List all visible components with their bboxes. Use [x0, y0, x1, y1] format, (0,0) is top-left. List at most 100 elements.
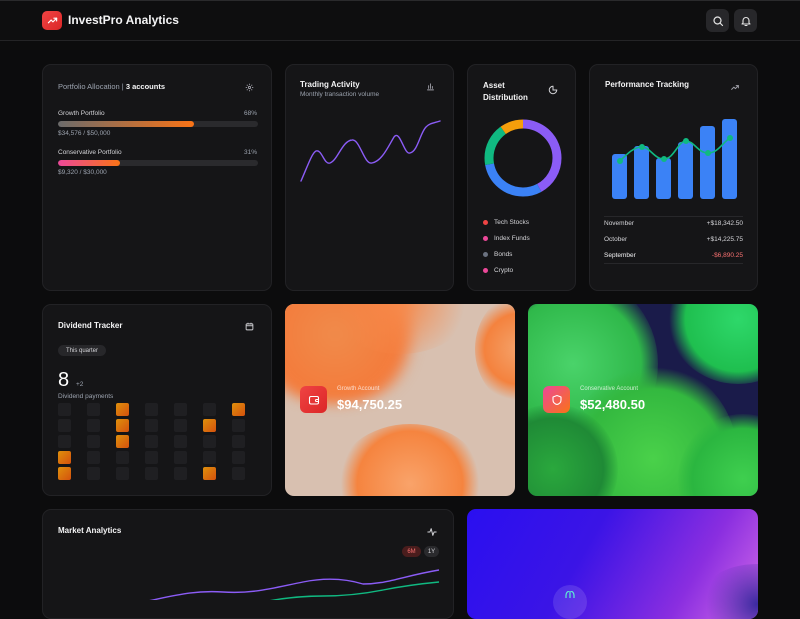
asset-donut-chart [484, 119, 562, 197]
growth-portfolio-progress [58, 121, 258, 127]
dividend-cell [232, 403, 245, 416]
performance-bar-chart [612, 119, 737, 199]
dividend-delta: +2 [76, 381, 84, 388]
activity-icon[interactable] [427, 527, 437, 537]
market-analytics-title: Market Analytics [58, 526, 122, 535]
dividend-cell [58, 419, 71, 432]
performance-row: November +$18,342.50 [604, 220, 743, 227]
portfolio-allocation-title: Portfolio Allocation | 3 accounts [58, 82, 166, 91]
dividend-cell [232, 435, 245, 448]
dividend-cell [116, 403, 129, 416]
performance-tracking-card: Performance Tracking November +$18,342.50… [589, 64, 758, 291]
crypto-icon [565, 591, 575, 598]
dividend-cell [232, 451, 245, 464]
dividend-cell [232, 419, 245, 432]
dividend-cell [116, 435, 129, 448]
dividend-cell [58, 403, 71, 416]
trading-activity-line-chart [300, 120, 441, 182]
growth-portfolio-value: $34,576 / $50,000 [58, 130, 111, 137]
conservative-account-amount: $52,480.50 [580, 397, 646, 412]
blob [335, 424, 485, 496]
legend-item: Crypto [483, 267, 513, 274]
conservative-portfolio-progress-fill [58, 160, 120, 166]
search-button[interactable] [706, 9, 729, 32]
dividend-payments-label: Dividend payments [58, 393, 114, 400]
asset-distribution-title: Asset Distribution [483, 81, 528, 102]
crypto-icon-badge [553, 585, 587, 619]
legend-item: Tech Stocks [483, 219, 529, 226]
app-title: InvestPro Analytics [68, 13, 179, 27]
dividend-cell [232, 467, 245, 480]
conservative-portfolio-percent: 31% [243, 149, 257, 156]
conservative-portfolio-progress [58, 160, 258, 166]
dividend-cell [87, 467, 100, 480]
top-bar: InvestPro Analytics [0, 0, 800, 41]
wallet-icon-badge [300, 386, 327, 413]
dividend-cell [116, 451, 129, 464]
dividend-cell [203, 419, 216, 432]
dividend-tracker-title: Dividend Tracker [58, 321, 123, 330]
market-analytics-card: Market Analytics 6M 1Y [42, 509, 454, 619]
promo-gradient-card[interactable] [467, 509, 758, 619]
shield-icon-badge [543, 386, 570, 413]
conservative-portfolio-label: Conservative Portfolio [58, 149, 122, 156]
dividend-cell [87, 403, 100, 416]
calendar-icon[interactable] [245, 322, 254, 331]
dividend-cell [203, 467, 216, 480]
dividend-cell [58, 435, 71, 448]
conservative-portfolio-value: $9,320 / $30,000 [58, 169, 107, 176]
dividend-cell [145, 419, 158, 432]
gear-icon[interactable] [245, 83, 254, 92]
dividend-cell [203, 403, 216, 416]
trading-activity-card: Trading Activity Monthly transaction vol… [285, 64, 454, 291]
trending-up-icon[interactable] [730, 83, 740, 92]
dividend-cell [174, 467, 187, 480]
legend-dot [483, 236, 488, 241]
dividend-cell [87, 435, 100, 448]
dividend-cell [174, 435, 187, 448]
dividend-cell [174, 451, 187, 464]
growth-account-amount: $94,750.25 [337, 397, 403, 412]
notifications-button[interactable] [734, 9, 757, 32]
performance-row: September -$6,890.25 [604, 252, 743, 259]
blob [475, 304, 515, 404]
divider [604, 263, 743, 264]
trading-activity-subtitle: Monthly transaction volume [300, 91, 380, 98]
asset-distribution-card: Asset Distribution Tech Stocks Index Fun… [467, 64, 576, 291]
pie-chart-icon[interactable] [548, 85, 558, 95]
search-icon [712, 15, 723, 26]
portfolio-allocation-card: Portfolio Allocation | 3 accounts Growth… [42, 64, 272, 291]
growth-portfolio-label: Growth Portfolio [58, 110, 105, 117]
legend-dot [483, 252, 488, 257]
legend-dot [483, 220, 488, 225]
performance-tracking-title: Performance Tracking [605, 80, 690, 89]
legend-item: Bonds [483, 251, 512, 258]
range-1y-tab[interactable]: 1Y [424, 546, 439, 557]
conservative-account-label: Conservative Account [580, 386, 639, 392]
dividend-cell [58, 451, 71, 464]
conservative-account-card[interactable]: Conservative Account $52,480.50 [528, 304, 758, 496]
shield-icon [551, 394, 562, 405]
app-logo [42, 11, 62, 30]
legend-item: Index Funds [483, 235, 530, 242]
dividend-cell [145, 451, 158, 464]
trending-up-icon [47, 17, 57, 24]
performance-row: October +$14,225.75 [604, 236, 743, 243]
dividend-cell [87, 451, 100, 464]
range-6m-tab[interactable]: 6M [402, 546, 421, 557]
dividend-cell [203, 435, 216, 448]
blob [697, 564, 758, 619]
market-analytics-line-chart [149, 569, 440, 600]
bell-icon [740, 16, 751, 26]
growth-account-label: Growth Account [337, 386, 380, 392]
growth-account-card[interactable]: Growth Account $94,750.25 [285, 304, 515, 496]
this-quarter-badge[interactable]: This quarter [58, 345, 106, 356]
bar-chart-icon[interactable] [426, 82, 435, 91]
dividend-cell [87, 419, 100, 432]
dividend-cell [203, 451, 216, 464]
dividend-cell [145, 435, 158, 448]
dividend-cell [145, 467, 158, 480]
divider [604, 216, 743, 217]
dividend-cell [116, 419, 129, 432]
trading-activity-title: Trading Activity [300, 80, 360, 89]
